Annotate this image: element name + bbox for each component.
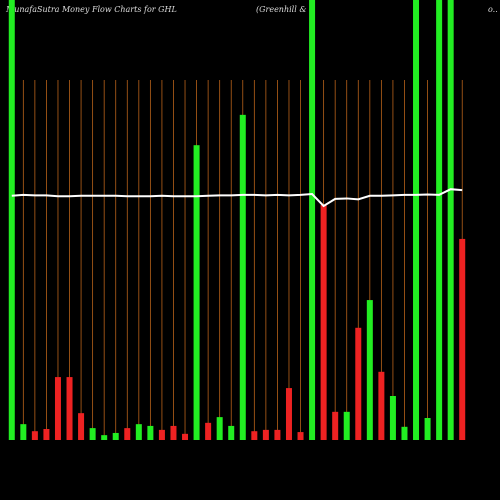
bar bbox=[124, 428, 131, 440]
chart-title: MunafaSutra Money Flow Charts for GHL bbox=[5, 5, 177, 14]
bar bbox=[447, 0, 454, 440]
bar bbox=[158, 429, 165, 440]
bar bbox=[31, 431, 38, 440]
bar bbox=[355, 327, 362, 440]
bar bbox=[43, 429, 50, 440]
bar bbox=[112, 432, 119, 440]
chart-subtitle: (Greenhill & C bbox=[256, 5, 315, 14]
bar bbox=[78, 413, 85, 440]
bar bbox=[205, 422, 212, 440]
chart-subtitle-tail: o.. bbox=[488, 5, 498, 14]
bar bbox=[320, 205, 327, 440]
bar bbox=[20, 424, 27, 440]
bar bbox=[54, 377, 61, 440]
bar bbox=[366, 300, 373, 440]
bar bbox=[459, 238, 466, 440]
bar bbox=[101, 435, 108, 440]
bar bbox=[285, 388, 292, 440]
money-flow-line bbox=[11, 188, 463, 208]
bar bbox=[378, 371, 385, 440]
bar bbox=[251, 431, 258, 440]
bar bbox=[401, 426, 408, 440]
bar bbox=[216, 417, 223, 440]
bar bbox=[424, 418, 431, 440]
bar bbox=[309, 0, 316, 440]
bar bbox=[135, 424, 142, 440]
bar bbox=[332, 411, 339, 440]
bar bbox=[389, 396, 396, 440]
bar bbox=[182, 433, 189, 440]
bar bbox=[297, 432, 304, 440]
bar bbox=[262, 429, 269, 440]
bar bbox=[147, 425, 154, 440]
bar bbox=[228, 425, 235, 440]
bar bbox=[66, 377, 73, 440]
bar bbox=[274, 429, 281, 440]
bar bbox=[343, 411, 350, 440]
bar bbox=[413, 0, 420, 440]
bar bbox=[170, 425, 177, 440]
bar bbox=[239, 114, 246, 440]
bar bbox=[8, 0, 15, 440]
bar bbox=[89, 428, 96, 440]
bar bbox=[436, 0, 443, 440]
bar bbox=[193, 145, 200, 440]
